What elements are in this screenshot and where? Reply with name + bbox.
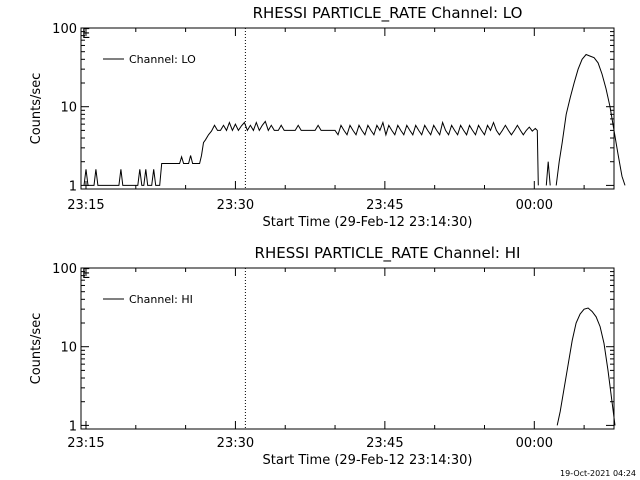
x-tick-label: 00:00 <box>516 198 553 213</box>
x-tick-label: 23:15 <box>67 436 104 451</box>
series-line-0-seg-0 <box>556 307 616 426</box>
y-tick-label: 10 <box>60 101 77 116</box>
chart-title: RHESSI PARTICLE_RATE Channel: HI <box>255 244 521 263</box>
series-line-0-seg-1 <box>545 161 551 186</box>
footer-timestamp: 19-Oct-2021 04:24 <box>560 469 636 478</box>
y-axis-label: Counts/sec <box>29 313 44 385</box>
y-tick-label: 1 <box>69 179 77 194</box>
chart-title: RHESSI PARTICLE_RATE Channel: LO <box>253 4 523 23</box>
x-tick-label: 23:30 <box>217 198 254 213</box>
corner-marker: E <box>82 267 90 282</box>
plot-frame <box>80 27 615 190</box>
chart-panel-0: RHESSI PARTICLE_RATE Channel: LO 23:15 23:… <box>29 4 626 230</box>
y-tick-label: 100 <box>52 22 77 37</box>
y-tick-label: 10 <box>60 341 77 356</box>
legend-label: Channel: HI <box>129 293 193 306</box>
legend-label: Channel: LO <box>129 53 196 66</box>
chart-panel-1: RHESSI PARTICLE_RATE Channel: HI 23:15 23:… <box>29 244 616 468</box>
x-tick-label: 00:00 <box>516 436 553 451</box>
y-axis-label: Counts/sec <box>29 73 44 145</box>
x-tick-label: 23:15 <box>67 198 104 213</box>
y-tick-label: 1 <box>69 419 77 434</box>
x-tick-label: 23:30 <box>217 436 254 451</box>
series-line-0-seg-0 <box>83 120 539 186</box>
y-tick-label: 100 <box>52 262 77 277</box>
corner-marker: E <box>82 27 90 42</box>
plot-frame <box>80 267 615 430</box>
x-axis-label: Start Time (29-Feb-12 23:14:30) <box>263 453 473 468</box>
x-axis-label: Start Time (29-Feb-12 23:14:30) <box>263 215 473 230</box>
x-tick-label: 23:45 <box>366 198 403 213</box>
x-tick-label: 23:45 <box>366 436 403 451</box>
series-line-0-seg-2 <box>555 53 626 186</box>
